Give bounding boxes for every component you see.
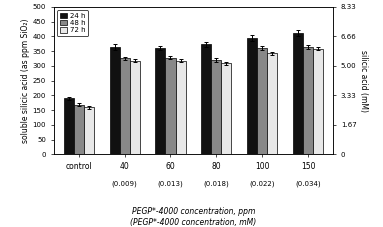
Bar	[64, 98, 74, 154]
Bar	[293, 33, 303, 154]
Text: (0.018): (0.018)	[203, 181, 229, 188]
Text: PEGP*-4000 concentration, ppm
(PEGP*-4000 concentration, mM): PEGP*-4000 concentration, ppm (PEGP*-400…	[130, 207, 257, 227]
Bar	[110, 47, 119, 154]
Y-axis label: soluble silicic acid (as ppm SiO₂): soluble silicic acid (as ppm SiO₂)	[21, 18, 30, 143]
Bar	[313, 49, 323, 154]
Bar	[257, 48, 267, 154]
Text: (0.022): (0.022)	[249, 181, 275, 188]
Legend: 24 h, 48 h, 72 h: 24 h, 48 h, 72 h	[57, 10, 88, 36]
Bar	[84, 107, 94, 154]
Bar	[221, 64, 231, 154]
Text: (0.034): (0.034)	[295, 181, 321, 188]
Bar	[130, 61, 140, 154]
Bar	[165, 58, 175, 154]
Y-axis label: silicic acid (mM): silicic acid (mM)	[359, 49, 368, 112]
Bar	[247, 38, 257, 154]
Bar	[303, 47, 313, 154]
Bar	[74, 105, 84, 154]
Bar	[211, 60, 221, 154]
Text: (0.013): (0.013)	[158, 181, 183, 188]
Bar	[267, 53, 277, 154]
Bar	[201, 44, 211, 154]
Bar	[175, 61, 186, 154]
Bar	[155, 48, 165, 154]
Bar	[119, 58, 130, 154]
Text: (0.009): (0.009)	[112, 181, 137, 188]
